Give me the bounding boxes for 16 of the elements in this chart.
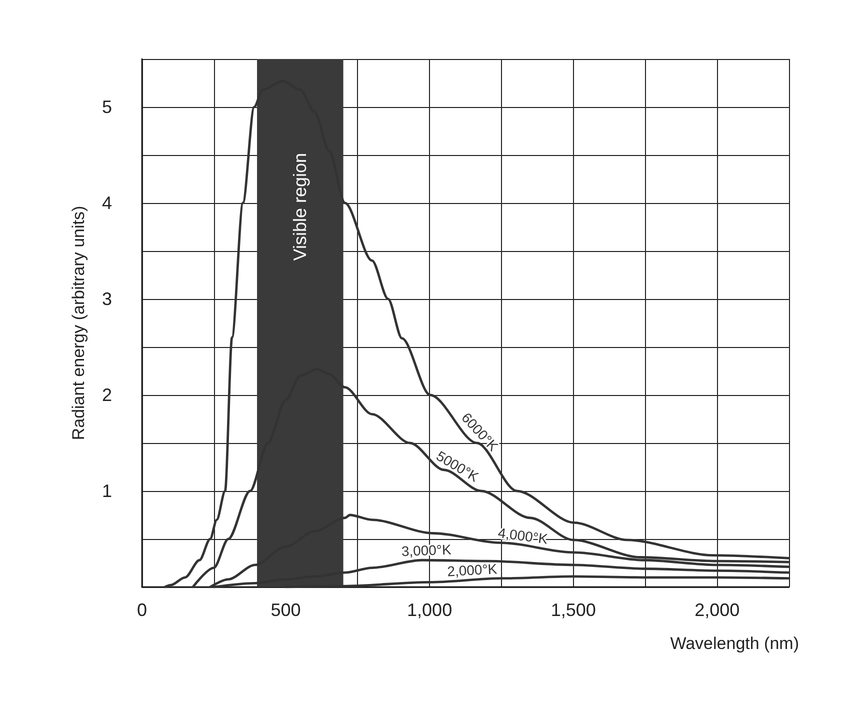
y-tick-label: 2: [102, 385, 112, 405]
band-label: Visible region: [290, 152, 310, 261]
x-tick-label: 0: [136, 600, 148, 620]
y-tick-label: 4: [102, 193, 112, 213]
series-label: 3,000°K: [401, 541, 452, 560]
x-tick-label: 1,000: [407, 600, 452, 620]
x-axis-title: Wavelength (nm): [670, 634, 799, 653]
text: 4,000°K: [497, 524, 550, 547]
y-tick-label: 5: [102, 97, 112, 117]
x-tick-label: 2,000: [694, 600, 740, 620]
y-axis-title: Radiant energy (arbitrary units): [69, 206, 88, 440]
x-tick-label: 500: [270, 600, 301, 620]
y-tick-label: 1: [102, 481, 112, 501]
y-tick-label: 3: [102, 289, 112, 309]
series-label: 2,000°K: [446, 560, 498, 580]
x-tick-label: 1,500: [550, 600, 596, 620]
